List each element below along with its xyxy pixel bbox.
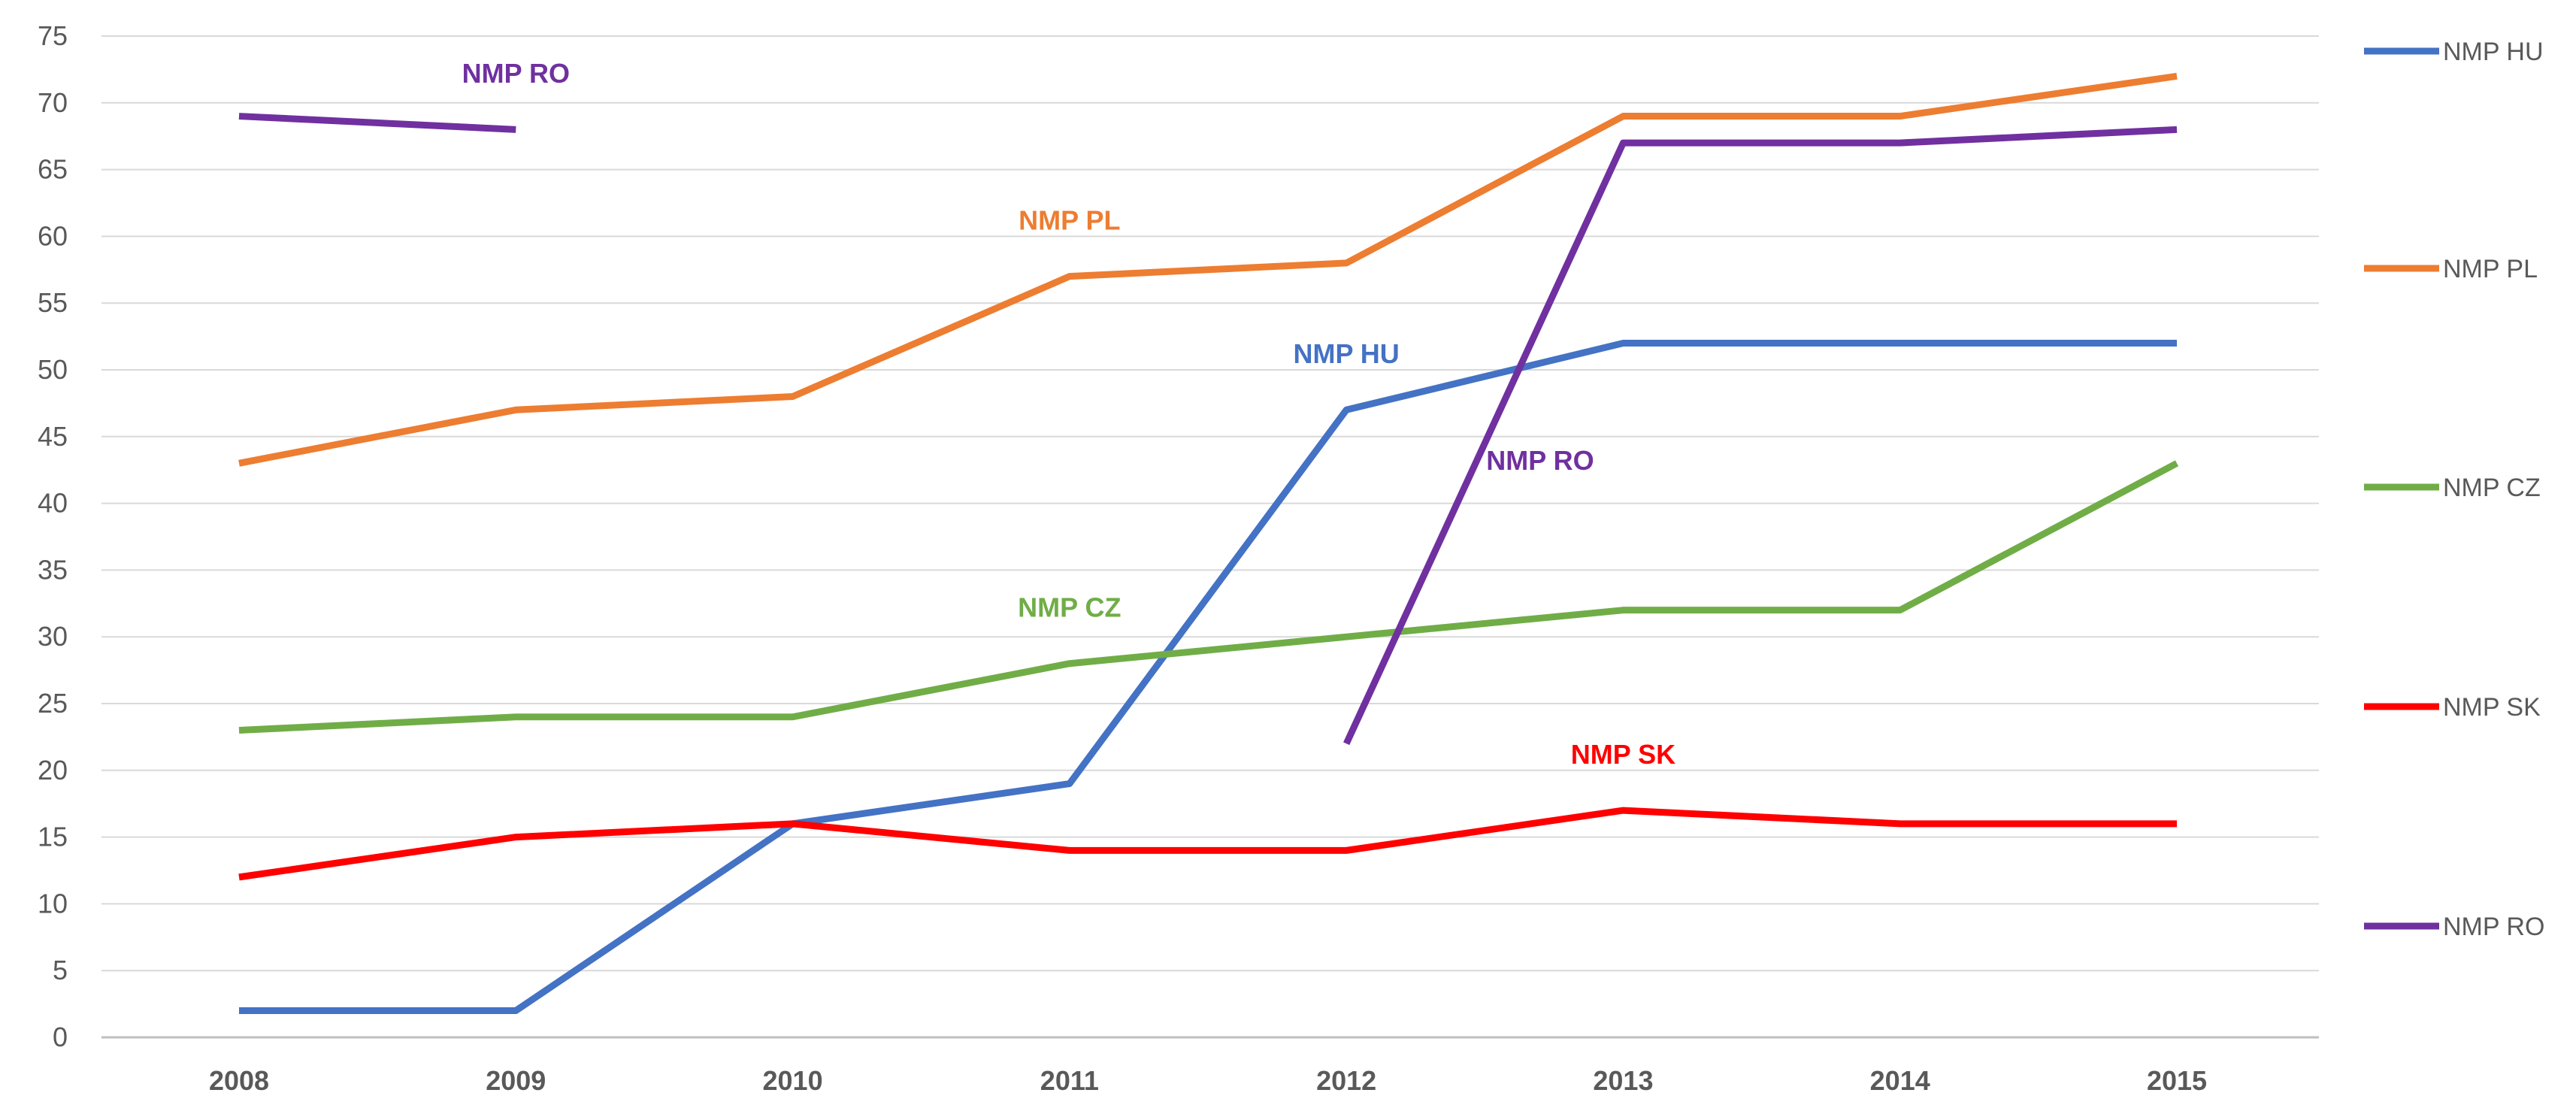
data-point-nmp-cz bbox=[1067, 661, 1073, 667]
y-tick-label: 15 bbox=[38, 822, 68, 852]
data-point-nmp-ro bbox=[1897, 140, 1903, 146]
data-point-nmp-pl bbox=[790, 394, 796, 400]
data-point-nmp-pl bbox=[1067, 274, 1073, 280]
data-point-nmp-cz bbox=[790, 714, 796, 720]
y-tick-label: 55 bbox=[38, 287, 68, 318]
data-point-nmp-sk bbox=[1620, 807, 1626, 813]
data-point-nmp-cz bbox=[2174, 460, 2180, 466]
y-tick-label: 20 bbox=[38, 755, 68, 786]
data-point-nmp-sk bbox=[1067, 847, 1073, 853]
data-point-nmp-sk bbox=[236, 874, 242, 880]
data-point-nmp-sk bbox=[1343, 847, 1349, 853]
annotation-nmp-pl: NMP PL bbox=[1019, 205, 1120, 236]
y-tick-label: 70 bbox=[38, 87, 68, 118]
legend-label-nmp-sk: NMP SK bbox=[2443, 693, 2541, 722]
data-point-nmp-pl bbox=[513, 407, 519, 413]
data-point-nmp-cz bbox=[236, 728, 242, 734]
data-point-nmp-cz bbox=[513, 714, 519, 720]
series-line-nmp-hu bbox=[239, 339, 2177, 1014]
data-point-nmp-hu bbox=[2174, 340, 2180, 346]
data-point-nmp-pl bbox=[2174, 73, 2180, 79]
data-point-nmp-pl bbox=[1620, 114, 1626, 120]
legend: NMP HU NMP PL NMP CZ NMP SK NMP RO bbox=[2364, 38, 2544, 941]
x-tick-label: 2010 bbox=[763, 1065, 823, 1096]
annotation-nmp-hu: NMP HU bbox=[1293, 338, 1399, 369]
series-annotations: NMP HU NMP PL NMP CZ NMP SK NMP RO NMP RO bbox=[462, 58, 1676, 770]
data-point-nmp-hu bbox=[1897, 340, 1903, 346]
data-point-nmp-pl bbox=[1343, 260, 1349, 266]
data-point-nmp-hu bbox=[1343, 407, 1349, 413]
x-tick-label: 2009 bbox=[486, 1065, 546, 1096]
series-line-nmp-ro bbox=[238, 113, 516, 133]
data-point-nmp-ro bbox=[1620, 140, 1626, 146]
y-tick-label: 40 bbox=[38, 488, 68, 519]
series-line-nmp-sk bbox=[238, 807, 2177, 881]
data-point-nmp-sk bbox=[790, 821, 796, 827]
data-point-nmp-pl bbox=[236, 460, 242, 466]
series-line-nmp-ro bbox=[1343, 126, 2178, 746]
y-tick-label: 60 bbox=[38, 220, 68, 251]
y-tick-label: 50 bbox=[38, 354, 68, 385]
y-tick-label: 0 bbox=[53, 1022, 68, 1052]
y-tick-label: 25 bbox=[38, 688, 68, 719]
data-point-nmp-ro bbox=[1343, 740, 1349, 746]
data-point-nmp-sk bbox=[1897, 821, 1903, 827]
series-lines bbox=[236, 72, 2180, 1014]
y-tick-label: 65 bbox=[38, 154, 68, 185]
x-tick-label: 2014 bbox=[1870, 1065, 1930, 1096]
annotation-nmp-ro: NMP RO bbox=[462, 58, 570, 89]
y-tick-label: 10 bbox=[38, 888, 68, 919]
data-point-nmp-ro bbox=[236, 114, 242, 120]
y-tick-label: 75 bbox=[38, 20, 68, 51]
legend-label-nmp-pl: NMP PL bbox=[2443, 255, 2538, 283]
data-point-nmp-ro bbox=[513, 126, 519, 132]
data-point-nmp-cz bbox=[1620, 607, 1626, 613]
y-tick-label: 35 bbox=[38, 554, 68, 585]
x-tick-label: 2012 bbox=[1316, 1065, 1376, 1096]
annotation-nmp-ro: NMP RO bbox=[1486, 445, 1594, 476]
data-point-nmp-hu bbox=[236, 1007, 242, 1013]
data-point-nmp-cz bbox=[1343, 634, 1349, 640]
data-point-nmp-pl bbox=[1897, 114, 1903, 120]
data-point-nmp-ro bbox=[2174, 126, 2180, 132]
data-point-nmp-hu bbox=[1620, 340, 1626, 346]
annotation-nmp-sk: NMP SK bbox=[1571, 739, 1675, 770]
series-line-nmp-cz bbox=[238, 460, 2179, 734]
y-tick-label: 45 bbox=[38, 421, 68, 452]
x-tick-label: 2011 bbox=[1040, 1065, 1099, 1096]
x-tick-label: 2015 bbox=[2147, 1065, 2207, 1096]
data-point-nmp-hu bbox=[513, 1007, 519, 1013]
y-tick-label: 30 bbox=[38, 621, 68, 652]
legend-label-nmp-cz: NMP CZ bbox=[2443, 474, 2541, 502]
data-point-nmp-sk bbox=[513, 834, 519, 840]
legend-label-nmp-hu: NMP HU bbox=[2443, 38, 2544, 66]
series-line-nmp-pl bbox=[238, 72, 2178, 467]
gridlines bbox=[101, 35, 2319, 1039]
x-tick-label: 2008 bbox=[209, 1065, 269, 1096]
data-point-nmp-hu bbox=[1067, 781, 1073, 787]
y-tick-label: 5 bbox=[53, 955, 68, 985]
annotation-nmp-cz: NMP CZ bbox=[1018, 592, 1121, 623]
legend-label-nmp-ro: NMP RO bbox=[2443, 913, 2544, 941]
x-tick-label: 2013 bbox=[1593, 1065, 1653, 1096]
data-point-nmp-sk bbox=[2174, 821, 2180, 827]
axes: 0 5 10 15 20 25 30 35 40 45 50 55 60 65 70 75 2008 2009 20… bbox=[38, 20, 2207, 1096]
data-point-nmp-cz bbox=[1897, 607, 1903, 613]
